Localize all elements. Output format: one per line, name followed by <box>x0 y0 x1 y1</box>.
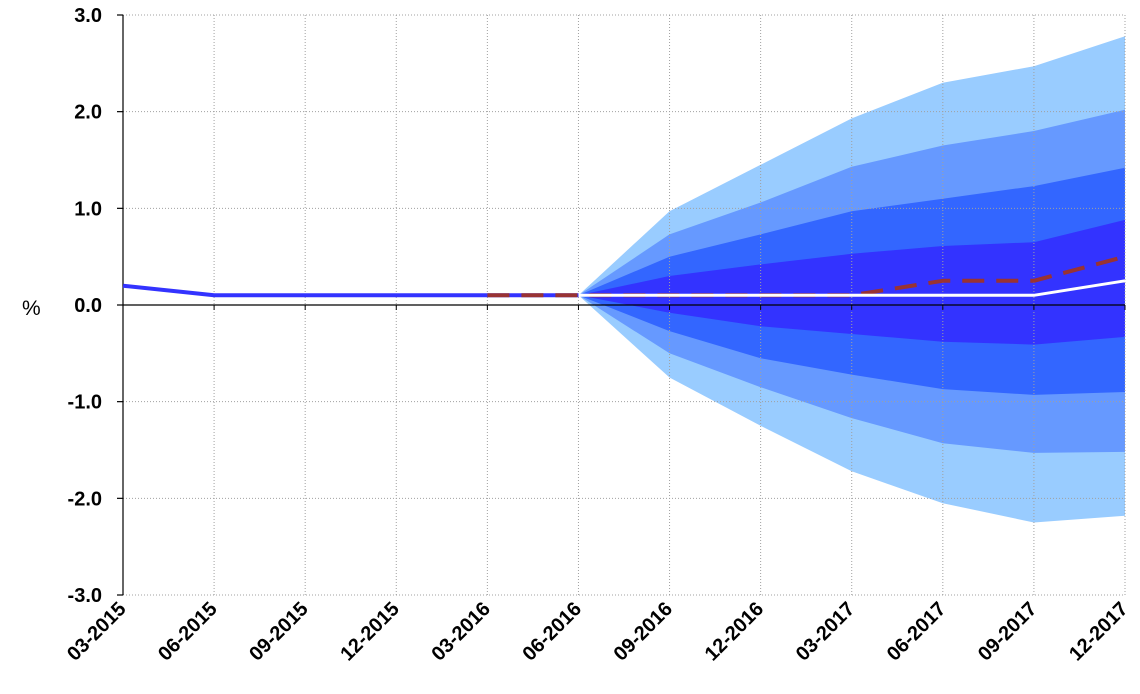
y-tick-label: 1.0 <box>74 198 102 220</box>
x-tick-label: 06-2015 <box>154 598 221 665</box>
fan-bands <box>578 36 1125 523</box>
x-tick-label: 06-2016 <box>519 598 586 665</box>
y-tick-label: -3.0 <box>68 585 102 607</box>
history-line <box>122 283 579 298</box>
series-lines <box>122 254 1126 298</box>
central-projection-line <box>578 279 1126 297</box>
y-tick-labels: 3.0 2.0 1.0 0.0 -1.0 -2.0 -3.0 <box>68 5 102 607</box>
x-tick-label: 12-2016 <box>701 598 768 665</box>
x-tick-label: 09-2017 <box>974 598 1041 665</box>
y-tick-label: 3.0 <box>74 5 102 27</box>
x-tick-label: 03-2017 <box>792 598 859 665</box>
y-axis-label: % <box>22 297 41 320</box>
y-tick-label: -1.0 <box>68 392 102 414</box>
x-tick-label: 12-2017 <box>1065 598 1132 665</box>
axes <box>117 14 1126 596</box>
x-tick-label: 06-2017 <box>883 598 950 665</box>
x-tick-label: 12-2015 <box>336 598 403 665</box>
y-tick-label: -2.0 <box>68 488 102 510</box>
x-tick-labels: 03-2015 06-2015 09-2015 12-2015 03-2016 06-20… <box>63 598 1132 665</box>
x-tick-label: 03-2016 <box>427 598 494 665</box>
x-tick-label: 09-2015 <box>245 598 312 665</box>
x-tick-label: 09-2016 <box>610 598 677 665</box>
grid-lines <box>123 14 1126 596</box>
y-tick-label: 2.0 <box>74 102 102 124</box>
x-tick-label: 03-2015 <box>63 598 130 665</box>
y-tick-label: 0.0 <box>74 295 102 317</box>
